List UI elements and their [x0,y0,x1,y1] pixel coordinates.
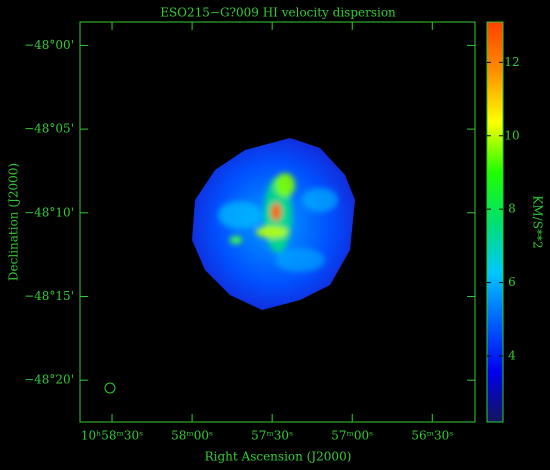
x-tick-label: 57ᵐ00ˢ [331,429,373,443]
chart-title: ESO215−G?009 HI velocity dispersion [160,6,396,20]
plot-frame [79,21,476,423]
y-axis-label: Declination (J2000) [7,163,21,281]
x-axis-label: Right Ascension (J2000) [205,450,352,464]
colorbar-tick-label: 4 [508,348,516,362]
y-tick-label: −48°05' [24,122,74,136]
colorbar-label: KM/S**2 [531,195,545,248]
colorbar-frame [486,21,504,423]
y-tick-label: −48°15' [24,289,74,303]
colorbar-tick-label: 10 [504,128,519,142]
beam [104,382,116,394]
colorbar [487,22,503,422]
y-tick-label: −48°00' [24,38,74,52]
colorbar-tick-label: 8 [508,202,516,216]
x-tick-label: 56ᵐ30ˢ [411,429,453,443]
x-tick-label: 10ʰ58ᵐ30ˢ [81,429,143,443]
y-tick-label: −48°10' [24,205,74,219]
x-tick-label: 57ᵐ30ˢ [251,429,293,443]
dispersion-map [192,138,355,310]
colorbar-tick-label: 6 [508,275,516,289]
x-tick-label: 58ᵐ00ˢ [171,429,213,443]
colorbar-tick-label: 12 [504,55,519,69]
y-tick-label: −48°20' [24,373,74,387]
